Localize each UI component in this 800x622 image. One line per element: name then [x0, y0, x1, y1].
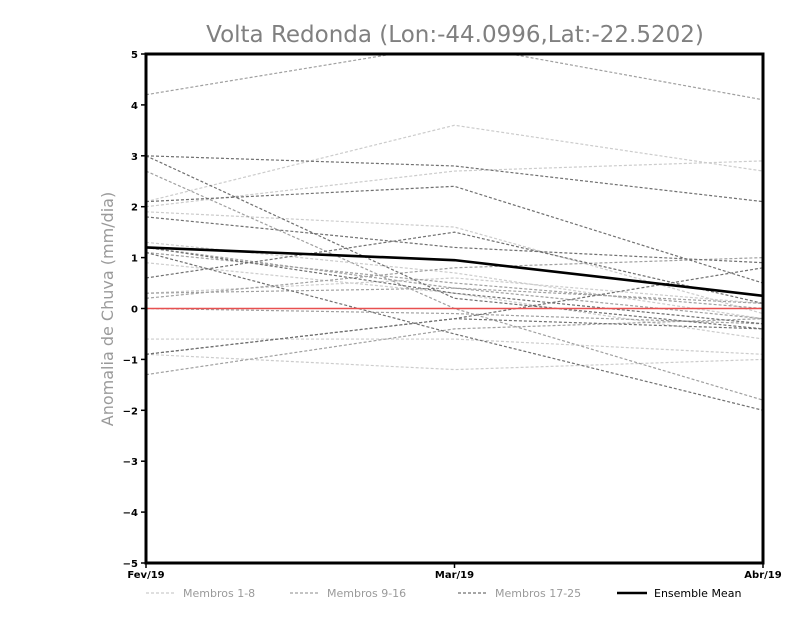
y-tick-label: 0 [131, 305, 138, 316]
legend-label: Membros 9-16 [327, 587, 406, 600]
member-line-6 [146, 277, 763, 305]
y-tick-label: 2 [131, 203, 138, 214]
y-tick-label: −5 [123, 559, 138, 570]
legend-item-1: Membros 1-8 [146, 587, 255, 600]
member-line-12 [146, 307, 763, 325]
member-line-17 [146, 155, 763, 203]
legend-label: Membros 17-25 [495, 587, 581, 600]
y-tick-label: 1 [131, 254, 138, 265]
x-tick-label: Mar/19 [435, 570, 474, 581]
member-line-18 [146, 185, 763, 284]
y-tick-label: 5 [131, 50, 138, 61]
y-axis-label: Anomalia de Chuva (mm/dia) [98, 192, 117, 426]
member-line-20 [146, 231, 763, 304]
member-line-5 [146, 353, 763, 371]
y-tick-label: 4 [131, 101, 138, 112]
x-tick-label: Abr/19 [744, 570, 781, 581]
member-line-25 [146, 318, 763, 355]
legend-label: Membros 1-8 [183, 587, 255, 600]
member-line-4 [146, 338, 763, 355]
legend-item-2: Membros 9-16 [290, 587, 406, 600]
ensemble-mean-line [146, 246, 763, 298]
member-line-21 [146, 251, 763, 411]
member-line-23 [146, 155, 763, 330]
member-line-7 [146, 241, 763, 320]
legend-label: Ensemble Mean [654, 587, 741, 600]
member-line-11 [146, 251, 763, 310]
x-tick-label: Fev/19 [127, 570, 164, 581]
y-tick-label: 3 [131, 152, 138, 163]
legend: Membros 1-8 Membros 9-16 Membros 17-25 Ense… [146, 587, 741, 600]
y-tick-label: −4 [123, 508, 138, 519]
legend-item-4: Ensemble Mean [617, 587, 741, 600]
member-line-16 [146, 257, 763, 299]
legend-item-3: Membros 17-25 [458, 587, 581, 600]
y-tick-label: −3 [123, 457, 138, 468]
member-line-1 [146, 124, 763, 203]
y-tick-label: −2 [123, 406, 138, 417]
member-line-22 [146, 267, 763, 355]
member-line-15 [146, 246, 763, 305]
chart-title: Volta Redonda (Lon:-44.0996,Lat:-22.5202… [206, 22, 704, 48]
series-group [146, 54, 763, 411]
member-line-19 [146, 216, 763, 264]
y-tick-label: −1 [123, 355, 138, 366]
member-line-2 [146, 160, 763, 208]
member-line-14 [146, 318, 763, 376]
member-line-24 [146, 246, 763, 325]
member-line-9 [146, 54, 763, 101]
